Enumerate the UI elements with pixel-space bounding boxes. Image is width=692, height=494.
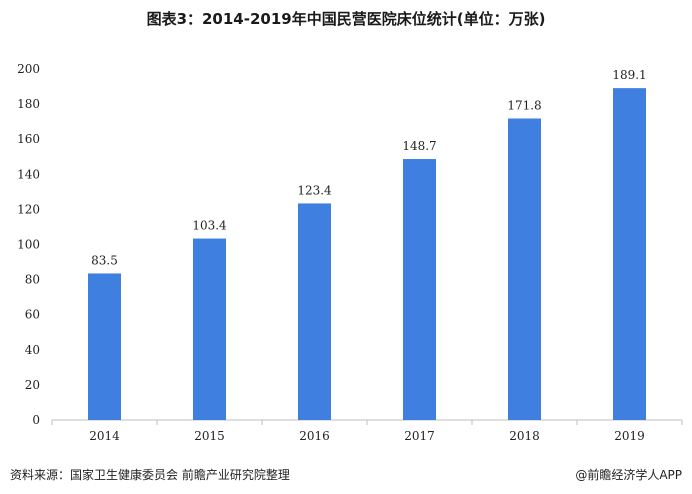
bar — [193, 238, 226, 420]
data-label: 103.4 — [192, 219, 227, 233]
bar — [508, 118, 541, 420]
data-label: 83.5 — [91, 253, 118, 267]
y-tick-label: 160 — [17, 132, 40, 146]
y-tick-label: 140 — [17, 167, 40, 181]
brand-credit: @前瞻经济学人APP — [575, 468, 682, 482]
x-axis: 2014 2015 2016 2017 2018 2019 — [51, 419, 683, 443]
y-axis: 0 20 40 60 80 100 120 140 160 180 200 — [17, 62, 40, 427]
bars — [88, 88, 646, 420]
x-tick-label: 2016 — [299, 429, 330, 443]
data-label: 148.7 — [402, 139, 436, 153]
y-tick-label: 0 — [32, 413, 40, 427]
y-tick-label: 60 — [25, 308, 40, 322]
x-tick-label: 2017 — [404, 429, 435, 443]
bar — [298, 203, 331, 420]
y-tick-label: 20 — [25, 378, 40, 392]
bar — [88, 273, 121, 420]
x-tick-label: 2019 — [614, 429, 645, 443]
y-tick-label: 180 — [17, 97, 40, 111]
y-tick-label: 120 — [17, 202, 40, 216]
y-tick-label: 100 — [17, 238, 40, 252]
data-label: 123.4 — [297, 183, 332, 197]
chart-title: 图表3：2014-2019年中国民营医院床位统计(单位：万张) — [146, 10, 546, 28]
x-tick-label: 2015 — [194, 429, 225, 443]
data-labels: 83.5 103.4 123.4 148.7 171.8 189.1 — [91, 68, 647, 267]
source-note: 资料来源：国家卫生健康委员会 前瞻产业研究院整理 — [10, 468, 290, 482]
data-label: 171.8 — [507, 98, 541, 112]
y-tick-label: 80 — [25, 273, 40, 287]
data-label: 189.1 — [612, 68, 646, 82]
bar — [613, 88, 646, 420]
x-tick-label: 2014 — [89, 429, 120, 443]
y-tick-label: 200 — [17, 62, 40, 76]
bar — [403, 159, 436, 420]
y-tick-label: 40 — [25, 343, 40, 357]
x-tick-label: 2018 — [509, 429, 540, 443]
